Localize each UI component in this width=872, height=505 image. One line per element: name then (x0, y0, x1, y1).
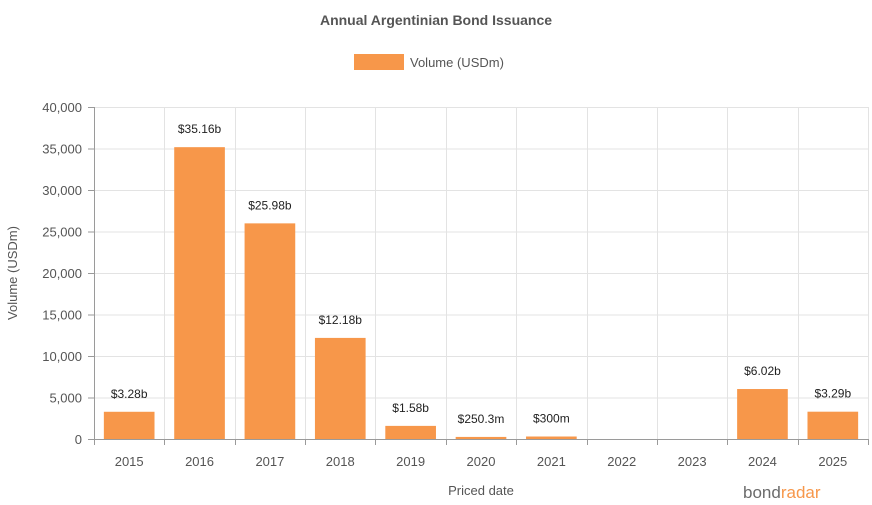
y-tick-label: 10,000 (42, 349, 82, 364)
bar-2025[interactable] (807, 411, 859, 439)
x-axis-label: Priced date (448, 483, 514, 498)
x-tick-label: 2019 (396, 454, 425, 469)
data-label-2019: $1.58b (392, 401, 429, 415)
y-tick-label: 15,000 (42, 308, 82, 323)
bar-2016[interactable] (174, 147, 225, 439)
x-tick-label: 2015 (115, 454, 144, 469)
data-label-2017: $25.98b (248, 198, 292, 212)
y-tick-label: 20,000 (42, 266, 82, 281)
data-label-2016: $35.16b (178, 122, 222, 136)
x-tick-labels: 2015 2016 2017 2018 2019 2020 2021 2022 2023 2024… (115, 454, 848, 469)
y-axis-label: Volume (USDm) (5, 226, 20, 320)
bar-2021[interactable] (526, 436, 577, 439)
logo-text-radar: radar (781, 483, 821, 502)
y-tick-label: 40,000 (42, 100, 82, 115)
logo-text-bond: bond (743, 483, 781, 502)
bar-2019[interactable] (385, 425, 436, 439)
y-tick-labels: 0 5,000 10,000 15,000 20,000 25,000 30,000 35,0… (42, 100, 82, 447)
bondradar-logo: bondradar (743, 483, 821, 502)
data-label-2021: $300m (533, 412, 570, 426)
data-label-2020: $250.3m (458, 412, 505, 426)
bar-2020[interactable] (455, 436, 507, 439)
legend-label: Volume (USDm) (410, 55, 504, 70)
y-tick-label: 5,000 (49, 391, 82, 406)
y-tick-label: 0 (75, 432, 82, 447)
x-tick-label: 2020 (467, 454, 496, 469)
bar-2017[interactable] (244, 223, 296, 439)
x-tick-label: 2023 (678, 454, 707, 469)
data-label-2025: $3.29b (814, 387, 851, 401)
y-tick-label: 30,000 (42, 183, 82, 198)
x-tick-label: 2016 (185, 454, 214, 469)
x-tick-label: 2017 (255, 454, 284, 469)
bars (103, 147, 859, 439)
x-tick-label: 2024 (748, 454, 777, 469)
x-tick-label: 2025 (818, 454, 847, 469)
bar-2024[interactable] (737, 389, 788, 439)
x-tick-label: 2018 (326, 454, 355, 469)
y-tick-label: 25,000 (42, 225, 82, 240)
data-labels: $3.28b $35.16b $25.98b $12.18b $1.58b $250.3m… (111, 122, 852, 426)
legend[interactable]: Volume (USDm) (354, 54, 504, 70)
svg-text:bondradar: bondradar (743, 483, 821, 502)
y-tick-label: 35,000 (42, 142, 82, 157)
data-label-2024: $6.02b (744, 364, 781, 378)
x-tick-label: 2021 (537, 454, 566, 469)
x-tick-label: 2022 (607, 454, 636, 469)
legend-swatch (354, 54, 404, 70)
bar-2015[interactable] (103, 411, 155, 439)
chart-title: Annual Argentinian Bond Issuance (320, 12, 552, 28)
data-label-2018: $12.18b (319, 313, 363, 327)
data-label-2015: $3.28b (111, 387, 148, 401)
bar-2018[interactable] (314, 337, 366, 439)
